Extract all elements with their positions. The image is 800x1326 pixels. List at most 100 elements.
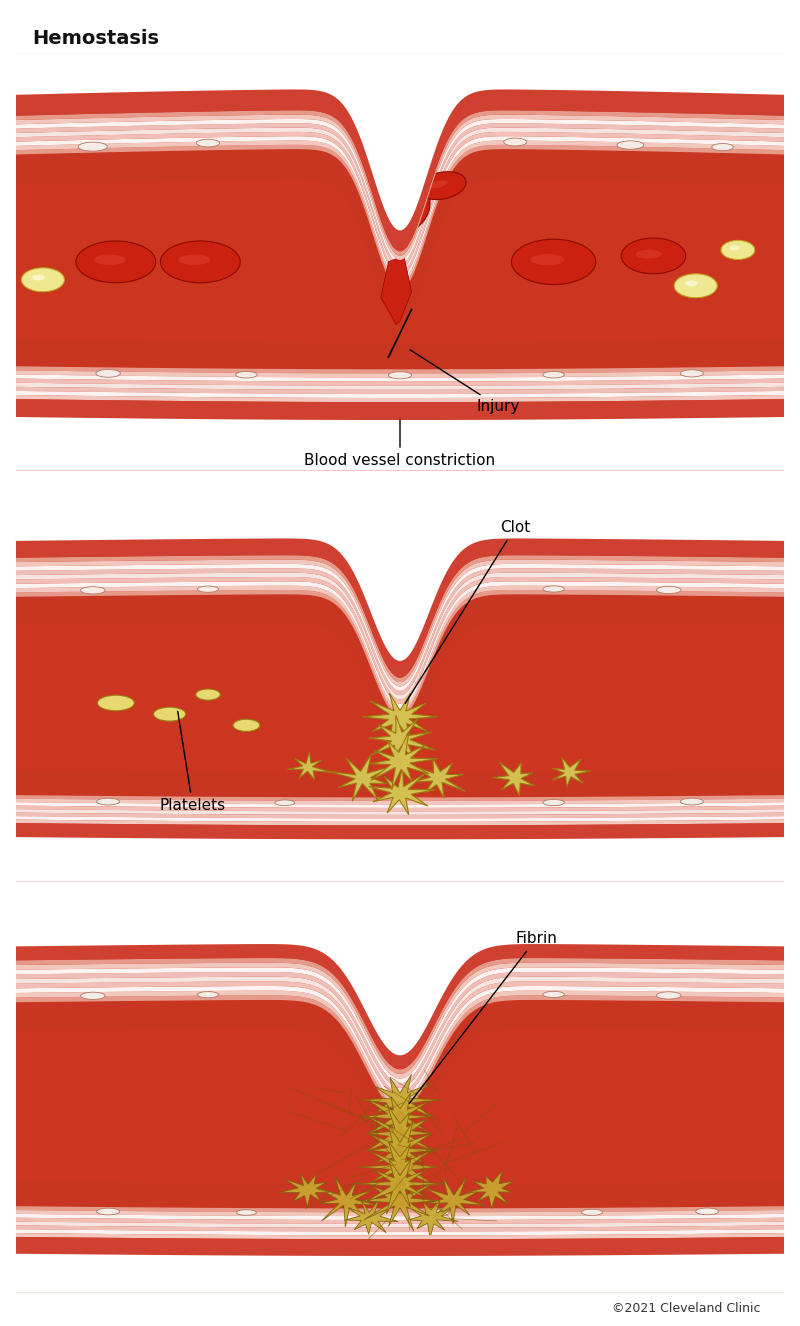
Polygon shape bbox=[16, 564, 784, 691]
Text: C) Fibrin Clot Conversion: C) Fibrin Clot Conversion bbox=[20, 916, 254, 934]
Ellipse shape bbox=[275, 800, 294, 806]
Polygon shape bbox=[16, 622, 784, 772]
Polygon shape bbox=[278, 1174, 329, 1208]
Polygon shape bbox=[16, 179, 784, 342]
Ellipse shape bbox=[543, 371, 564, 378]
Polygon shape bbox=[16, 137, 784, 281]
Polygon shape bbox=[16, 339, 784, 369]
Polygon shape bbox=[467, 1171, 514, 1208]
Polygon shape bbox=[16, 560, 784, 687]
Text: ©2021 Cleveland Clinic: ©2021 Cleveland Clinic bbox=[611, 1302, 760, 1315]
Polygon shape bbox=[16, 149, 784, 328]
Ellipse shape bbox=[712, 143, 734, 151]
Polygon shape bbox=[16, 1028, 784, 1293]
Polygon shape bbox=[16, 1221, 784, 1228]
Polygon shape bbox=[16, 1213, 784, 1220]
Polygon shape bbox=[16, 1237, 784, 1256]
Polygon shape bbox=[16, 395, 784, 402]
Polygon shape bbox=[16, 981, 784, 1097]
Polygon shape bbox=[354, 1159, 444, 1215]
Polygon shape bbox=[16, 366, 784, 374]
Ellipse shape bbox=[617, 141, 644, 150]
Text: Injury: Injury bbox=[410, 350, 520, 414]
Polygon shape bbox=[16, 127, 784, 273]
Polygon shape bbox=[16, 622, 784, 882]
Polygon shape bbox=[16, 1207, 784, 1212]
Polygon shape bbox=[16, 902, 784, 1293]
Polygon shape bbox=[16, 957, 784, 1074]
Ellipse shape bbox=[657, 586, 681, 594]
Polygon shape bbox=[16, 1181, 784, 1208]
Polygon shape bbox=[16, 815, 784, 822]
Ellipse shape bbox=[97, 1208, 120, 1215]
Ellipse shape bbox=[543, 586, 564, 591]
Polygon shape bbox=[16, 379, 784, 386]
Ellipse shape bbox=[196, 690, 220, 700]
Polygon shape bbox=[493, 762, 534, 796]
Polygon shape bbox=[358, 1170, 437, 1232]
Polygon shape bbox=[16, 1225, 784, 1232]
Polygon shape bbox=[16, 374, 784, 382]
Polygon shape bbox=[16, 1000, 784, 1139]
Ellipse shape bbox=[543, 800, 564, 806]
Ellipse shape bbox=[198, 992, 218, 997]
Polygon shape bbox=[16, 89, 784, 252]
Polygon shape bbox=[16, 391, 784, 398]
Ellipse shape bbox=[582, 1209, 602, 1216]
Polygon shape bbox=[16, 968, 784, 1083]
Polygon shape bbox=[16, 1229, 784, 1236]
Polygon shape bbox=[16, 802, 784, 808]
Polygon shape bbox=[16, 399, 784, 420]
Polygon shape bbox=[16, 813, 784, 818]
Ellipse shape bbox=[430, 180, 448, 188]
Ellipse shape bbox=[96, 370, 121, 378]
Polygon shape bbox=[16, 972, 784, 1087]
Polygon shape bbox=[16, 491, 784, 660]
Ellipse shape bbox=[160, 241, 240, 282]
Ellipse shape bbox=[237, 1209, 256, 1216]
Ellipse shape bbox=[396, 199, 413, 212]
Ellipse shape bbox=[81, 586, 105, 594]
Polygon shape bbox=[16, 798, 784, 805]
Text: Platelets: Platelets bbox=[159, 711, 226, 813]
Ellipse shape bbox=[236, 371, 257, 378]
Polygon shape bbox=[16, 819, 784, 825]
Polygon shape bbox=[358, 1142, 437, 1197]
Polygon shape bbox=[16, 944, 784, 1069]
Ellipse shape bbox=[504, 138, 526, 146]
Text: Blood vessel constriction: Blood vessel constriction bbox=[305, 420, 495, 468]
Polygon shape bbox=[16, 538, 784, 678]
Polygon shape bbox=[16, 1254, 784, 1293]
Polygon shape bbox=[16, 123, 784, 269]
Polygon shape bbox=[16, 114, 784, 260]
Polygon shape bbox=[16, 141, 784, 286]
Polygon shape bbox=[16, 1217, 784, 1224]
Polygon shape bbox=[16, 581, 784, 708]
Polygon shape bbox=[16, 1211, 784, 1216]
Polygon shape bbox=[16, 837, 784, 882]
Ellipse shape bbox=[78, 142, 107, 151]
Polygon shape bbox=[16, 119, 784, 264]
Polygon shape bbox=[16, 1028, 784, 1183]
Ellipse shape bbox=[386, 183, 430, 232]
Ellipse shape bbox=[721, 240, 755, 260]
Polygon shape bbox=[16, 573, 784, 699]
Polygon shape bbox=[16, 53, 784, 231]
Text: Hemostasis: Hemostasis bbox=[32, 29, 159, 48]
Polygon shape bbox=[370, 1122, 439, 1174]
Ellipse shape bbox=[389, 371, 411, 379]
Ellipse shape bbox=[197, 139, 219, 147]
Polygon shape bbox=[16, 416, 784, 471]
Polygon shape bbox=[370, 732, 438, 789]
Polygon shape bbox=[16, 902, 784, 1055]
Ellipse shape bbox=[680, 370, 703, 377]
Polygon shape bbox=[16, 996, 784, 1111]
Ellipse shape bbox=[154, 707, 186, 721]
Polygon shape bbox=[16, 590, 784, 717]
Polygon shape bbox=[361, 1074, 441, 1128]
Polygon shape bbox=[426, 1177, 485, 1224]
Polygon shape bbox=[16, 491, 784, 882]
Ellipse shape bbox=[98, 695, 134, 711]
Polygon shape bbox=[287, 752, 332, 780]
Polygon shape bbox=[16, 796, 784, 801]
